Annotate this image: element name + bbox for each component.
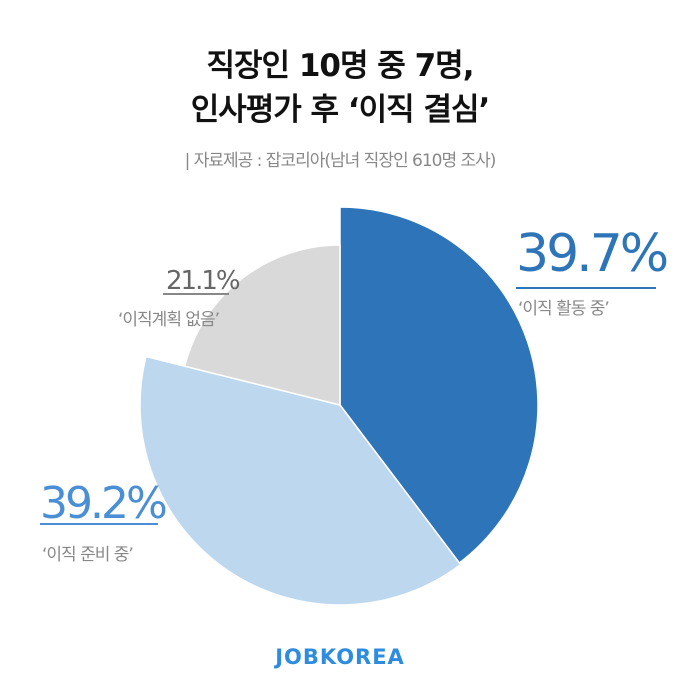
jobkorea-logo: JOBKOREA xyxy=(275,645,405,669)
pie-slice-0 xyxy=(339,206,539,565)
slice-1-value-label: 39.2% xyxy=(40,478,168,529)
pie-slice-1 xyxy=(139,355,462,606)
slice-1-underline xyxy=(40,523,158,525)
subtitle: | 자료제공 : 잡코리아(남녀 직장인 610명 조사) xyxy=(184,151,497,171)
title-line-1: 직장인 10명 중 7명, xyxy=(206,48,475,84)
title-line-2: 인사평가 후 ‘이직 결심’ xyxy=(190,92,491,128)
slice-2-label: ‘이직계획 없음’ xyxy=(118,310,220,330)
slice-2-underline xyxy=(163,293,229,295)
slice-0-label: ‘이직 활동 중’ xyxy=(518,299,610,319)
slice-0-underline xyxy=(516,287,656,289)
slice-2-value-label: 21.1% xyxy=(166,266,241,296)
pie-slice-2 xyxy=(183,244,341,406)
slice-0-value-label: 39.7% xyxy=(516,224,669,284)
slice-1-label: ‘이직 준비 중’ xyxy=(42,545,134,565)
